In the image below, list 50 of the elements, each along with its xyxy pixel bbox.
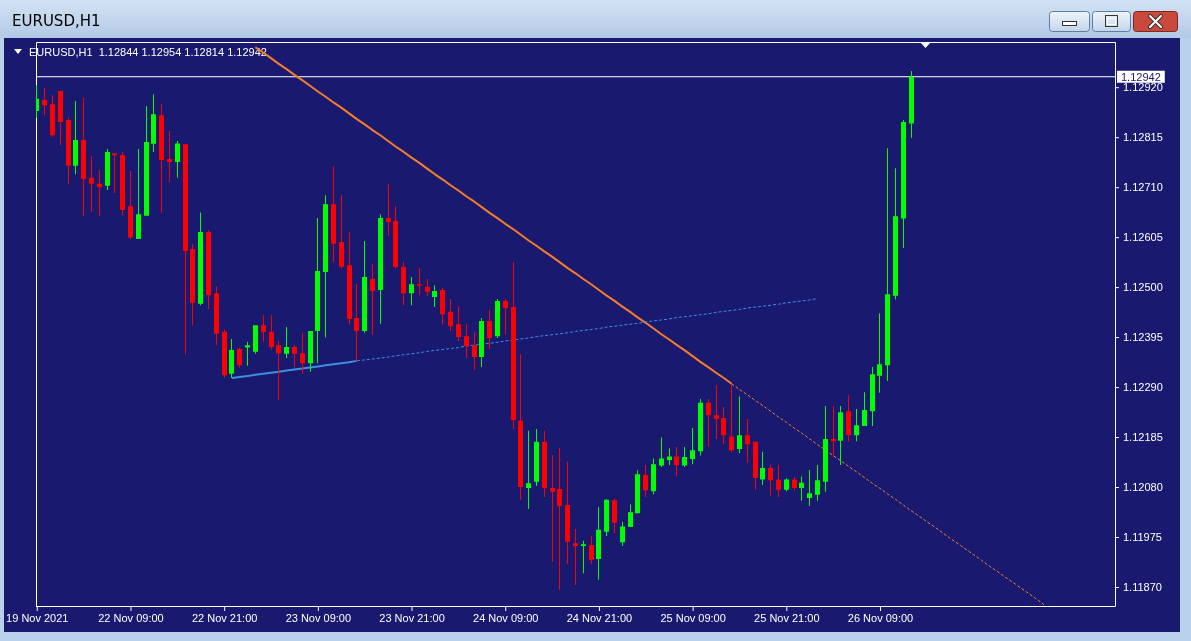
candlestick (417, 268, 422, 296)
candlestick (526, 430, 531, 509)
candlestick (831, 406, 836, 457)
candlestick (245, 341, 250, 366)
candlestick (386, 184, 391, 236)
y-tick-label: 1.12080 (1123, 481, 1163, 494)
y-tick-label: 1.12185 (1123, 431, 1163, 444)
candlestick (877, 313, 882, 393)
x-tick-label: 25 Nov 09:00 (660, 611, 726, 624)
candlestick (659, 437, 664, 468)
candlestick (292, 345, 297, 368)
x-tick-label: 25 Nov 21:00 (754, 611, 820, 624)
x-tick-label: 22 Nov 21:00 (191, 611, 258, 624)
y-tick-label: 1.12815 (1123, 131, 1163, 144)
candlestick (261, 315, 266, 342)
x-tick-label: 19 Nov 2021 (6, 611, 69, 624)
candlestick (354, 284, 359, 362)
candlestick (97, 170, 102, 216)
candlestick (370, 264, 375, 335)
candlestick (745, 418, 750, 463)
candlestick (112, 153, 117, 193)
chart-title: EURUSD,H1 (12, 12, 101, 31)
candlestick (425, 279, 430, 297)
candlestick (690, 427, 695, 465)
y-tick-label: 1.12710 (1123, 181, 1163, 194)
candlestick (573, 528, 578, 586)
y-tick-label: 1.12290 (1123, 381, 1163, 394)
candlestick (167, 131, 172, 182)
candlestick (550, 455, 555, 562)
y-tick-label: 1.12605 (1123, 231, 1163, 244)
x-tick-label: 24 Nov 09:00 (473, 611, 539, 624)
x-tick-label: 23 Nov 21:00 (379, 611, 445, 624)
candlestick (276, 340, 281, 400)
candlestick (581, 540, 586, 574)
y-tick-label: 1.11870 (1123, 580, 1162, 593)
y-tick-label: 1.12395 (1123, 331, 1163, 344)
x-tick-label: 24 Nov 21:00 (566, 611, 633, 624)
candlestick (807, 469, 812, 507)
x-tick-label: 22 Nov 09:00 (98, 611, 164, 624)
candlestick (300, 333, 305, 374)
candlestick (557, 447, 562, 590)
candlestick (714, 385, 719, 439)
y-tick-label: 1.12500 (1123, 281, 1163, 294)
x-tick-label: 23 Nov 09:00 (285, 611, 352, 624)
candlestick (89, 156, 94, 212)
candlestick (284, 327, 289, 359)
y-tick-label: 1.12920 (1123, 81, 1163, 94)
x-tick-label: 26 Nov 09:00 (847, 611, 914, 624)
ref-line-label: 1.12942 (1121, 70, 1161, 83)
y-tick-label: 1.11975 (1123, 531, 1162, 544)
